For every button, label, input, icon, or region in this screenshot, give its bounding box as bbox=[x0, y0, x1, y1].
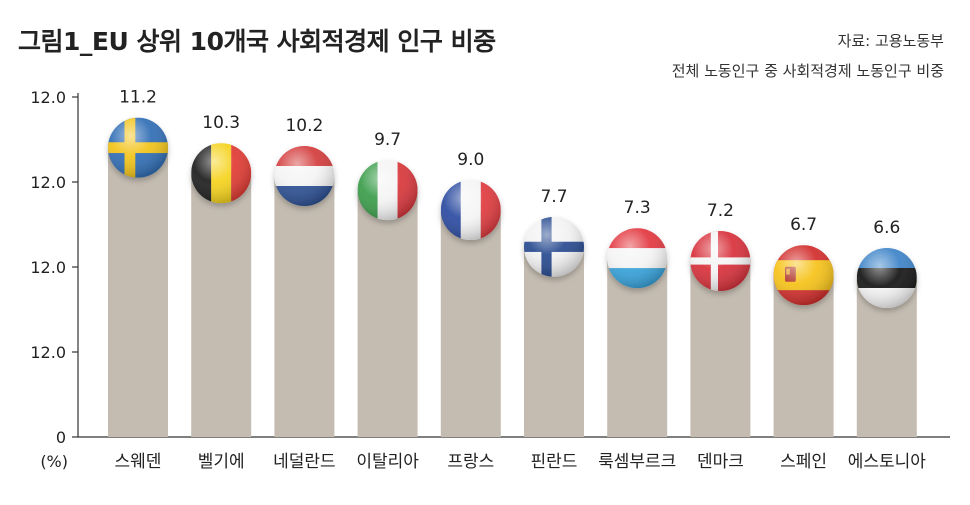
bar-netherlands bbox=[274, 178, 335, 437]
value-label: 9.7 bbox=[374, 130, 401, 150]
x-tick-label: 스웨덴 bbox=[115, 452, 162, 472]
value-label: 9.0 bbox=[457, 150, 484, 170]
x-tick-label: 덴마크 bbox=[697, 452, 744, 472]
bar-luxembourg bbox=[607, 260, 668, 437]
y-tick-label: 12.0 bbox=[30, 88, 66, 107]
x-tick-label: 룩셈부르크 bbox=[598, 452, 676, 472]
x-tick-label: 핀란드 bbox=[531, 452, 578, 472]
x-tick-label: 스페인 bbox=[780, 452, 827, 472]
y-unit-label: (%) bbox=[40, 452, 68, 471]
value-label: 7.7 bbox=[540, 187, 567, 207]
bar-france bbox=[440, 212, 501, 437]
value-label: 7.2 bbox=[707, 201, 734, 221]
denmark-flag bbox=[690, 231, 751, 291]
value-label: 10.2 bbox=[285, 116, 323, 136]
bar-finland bbox=[524, 248, 584, 437]
bar-denmark bbox=[690, 263, 751, 437]
y-tick-label: 12.0 bbox=[30, 173, 66, 192]
source-note: 자료: 고용노동부 bbox=[837, 32, 944, 50]
x-tick-label: 에스토니아 bbox=[848, 452, 927, 472]
italy-flag bbox=[357, 160, 418, 221]
bar-sweden bbox=[108, 149, 168, 437]
spain-flag bbox=[773, 245, 834, 306]
bar-italy bbox=[357, 192, 418, 437]
x-tick-label: 네덜란드 bbox=[273, 452, 336, 472]
y-tick-label: 12.0 bbox=[30, 343, 66, 362]
luxembourg-flag bbox=[607, 228, 668, 289]
france-flag bbox=[440, 180, 501, 240]
chart-subtitle: 전체 노동인구 중 사회적경제 노동인구 비중 bbox=[671, 62, 944, 80]
finland-flag bbox=[524, 216, 584, 277]
value-label: 11.2 bbox=[119, 88, 157, 108]
sweden-flag bbox=[108, 117, 168, 178]
value-label: 7.3 bbox=[624, 198, 651, 218]
x-tick-label: 이탈리아 bbox=[356, 452, 419, 472]
belgium-flag bbox=[191, 143, 252, 204]
x-tick-label: 벨기에 bbox=[198, 452, 245, 472]
bar-belgium bbox=[191, 175, 252, 437]
value-label: 6.7 bbox=[790, 215, 817, 235]
x-tick-label: 프랑스 bbox=[447, 452, 494, 472]
y-tick-label: 12.0 bbox=[30, 258, 66, 277]
value-label: 10.3 bbox=[202, 113, 240, 133]
y-tick-label: 0 bbox=[56, 428, 66, 447]
chart-title: 그림1_EU 상위 10개국 사회적경제 인구 비중 bbox=[18, 27, 496, 56]
estonia-flag bbox=[856, 248, 917, 308]
value-label: 6.6 bbox=[873, 218, 900, 238]
netherlands-flag bbox=[274, 146, 335, 206]
